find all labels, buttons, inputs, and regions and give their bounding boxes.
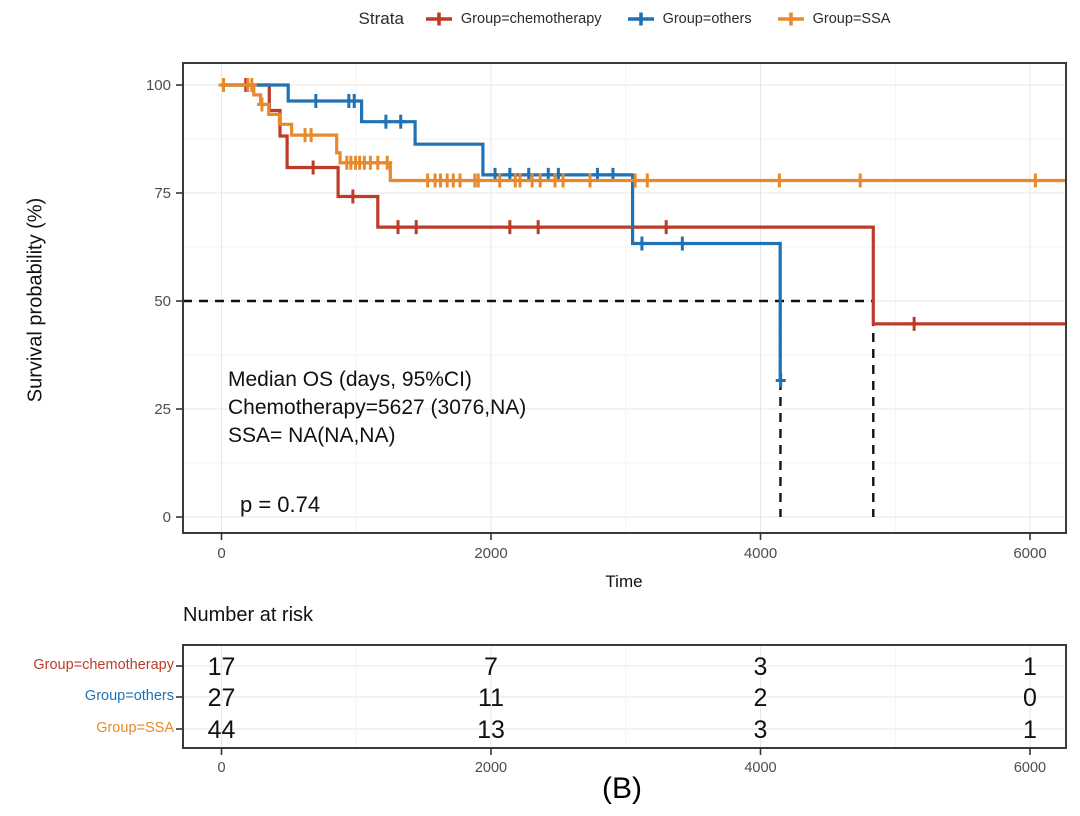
svg-text:2000: 2000 bbox=[474, 545, 507, 562]
censor-marks-chemotherapy bbox=[240, 78, 920, 331]
main-panel-border bbox=[182, 62, 1067, 534]
km-curve-chemotherapy bbox=[221, 83, 1067, 326]
figure-panel-label: (B) bbox=[602, 772, 642, 805]
risk-count: 7 bbox=[484, 653, 498, 681]
legend-item-label: Group=others bbox=[662, 11, 752, 27]
svg-text:25: 25 bbox=[154, 401, 171, 418]
svg-text:0: 0 bbox=[217, 760, 225, 776]
censor-marks-ssa bbox=[218, 78, 1041, 188]
y-axis-title: Survival probability (%) bbox=[24, 197, 47, 403]
svg-text:100: 100 bbox=[146, 77, 171, 94]
svg-text:2000: 2000 bbox=[475, 760, 507, 776]
strata-legend: Strata Group=chemotherapy Group=others Gro… bbox=[183, 4, 1066, 34]
km-curve-others bbox=[221, 83, 782, 381]
risk-count: 3 bbox=[754, 653, 768, 681]
risk-count: 3 bbox=[754, 716, 768, 744]
risk-count: 1 bbox=[1023, 716, 1037, 744]
x-tick-labels: 0 2000 4000 6000 bbox=[217, 545, 1046, 562]
risk-row-label-others: Group=others bbox=[84, 688, 174, 704]
censor-marks-others bbox=[310, 93, 786, 388]
legend-key-icon bbox=[627, 12, 654, 26]
risk-counts: 17 7 3 1 27 11 2 0 44 13 3 1 bbox=[208, 653, 1037, 744]
svg-text:6000: 6000 bbox=[1013, 545, 1046, 562]
annotation-line-1: Median OS (days, 95%CI) bbox=[228, 368, 472, 391]
risk-table-title: Number at risk bbox=[183, 604, 314, 626]
svg-text:0: 0 bbox=[163, 509, 171, 526]
y-tick-labels: 100 75 50 25 0 bbox=[146, 77, 171, 526]
svg-text:4000: 4000 bbox=[744, 760, 776, 776]
p-value-label: p = 0.74 bbox=[240, 492, 321, 517]
legend-title: Strata bbox=[358, 9, 404, 28]
legend-item-others: Group=others bbox=[626, 10, 752, 28]
svg-text:4000: 4000 bbox=[744, 545, 777, 562]
risk-count: 2 bbox=[754, 684, 768, 712]
risk-gridlines bbox=[183, 645, 1066, 748]
svg-text:50: 50 bbox=[154, 293, 171, 310]
legend-key-icon bbox=[425, 12, 452, 26]
risk-count: 44 bbox=[208, 716, 236, 744]
legend-item-label: Group=chemotherapy bbox=[460, 11, 602, 27]
legend-item-ssa: Group=SSA bbox=[776, 10, 891, 28]
risk-count: 11 bbox=[478, 684, 504, 712]
svg-text:75: 75 bbox=[154, 185, 171, 202]
risk-count: 13 bbox=[477, 716, 505, 744]
median-os-annotation: Median OS (days, 95%CI) Chemotherapy=562… bbox=[228, 366, 526, 450]
legend-item-chemotherapy: Group=chemotherapy bbox=[424, 10, 602, 28]
svg-text:6000: 6000 bbox=[1014, 760, 1046, 776]
risk-row-label-chemotherapy: Group=chemotherapy bbox=[33, 657, 174, 673]
risk-x-tick-labels: 0 2000 4000 6000 bbox=[217, 760, 1046, 776]
main-gridlines bbox=[183, 63, 1066, 533]
x-axis-title: Time bbox=[605, 572, 643, 591]
svg-text:0: 0 bbox=[217, 545, 225, 562]
axis-tick-marks bbox=[176, 84, 1031, 540]
legend-item-label: Group=SSA bbox=[812, 11, 891, 27]
risk-count: 1 bbox=[1023, 653, 1037, 681]
risk-count: 17 bbox=[208, 653, 236, 681]
risk-row-label-ssa: Group=SSA bbox=[96, 720, 174, 736]
legend-key-icon bbox=[777, 12, 804, 26]
risk-count: 0 bbox=[1023, 684, 1037, 712]
risk-count: 27 bbox=[208, 684, 236, 712]
risk-tick-marks bbox=[176, 665, 1031, 755]
legend-items: Group=chemotherapy Group=others Group=SSA bbox=[424, 10, 891, 28]
annotation-line-2: Chemotherapy=5627 (3076,NA) bbox=[228, 396, 527, 419]
annotation-line-3: SSA= NA(NA,NA) bbox=[228, 424, 396, 447]
